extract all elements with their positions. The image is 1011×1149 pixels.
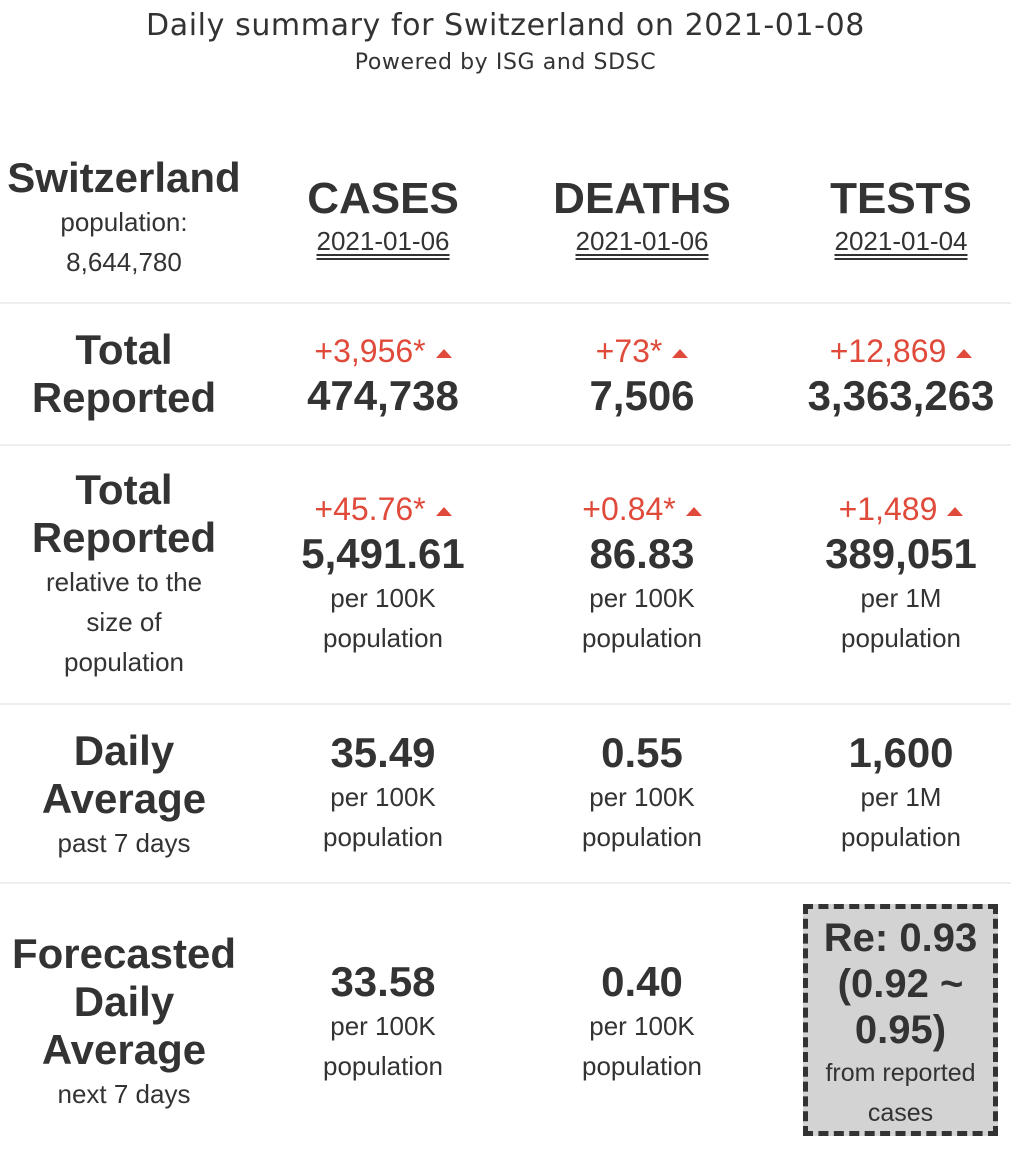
population-value: 8,644,780 [66,247,182,277]
row-divider [0,444,1011,446]
re-interval: 0.95) [854,1008,947,1052]
page-subtitle: Powered by ISG and SDSC [354,50,657,75]
relative-label: Total Reported relative to the size of p… [0,466,248,682]
deaths-title: DEATHS [553,174,731,223]
deaths-header: DEATHS 2021-01-06 [513,174,771,258]
unit-line: per 1M [860,782,942,812]
triangle-up-icon [685,507,702,516]
unit-line: per 100K [589,583,695,613]
forecast-value: 33.58 [330,958,436,1005]
triangle-up-icon [956,349,973,358]
row-label-line: Average [41,1026,207,1073]
row-description: next 7 days [57,1079,191,1109]
total-value: 3,363,263 [807,372,995,419]
total-value: 7,506 [589,372,695,419]
average-value: 0.55 [601,729,683,776]
average-value: 35.49 [330,729,436,776]
deaths-relative-cell: +0.84* 86.83 per 100K population [513,488,771,658]
cases-average-cell: 35.49 per 100K population [253,729,513,857]
deaths-average-cell: 0.55 per 100K population [513,729,771,857]
daily-average-row: Daily Average past 7 days 35.49 per 100K… [0,705,1011,881]
re-source: cases [867,1099,934,1127]
daily-average-label: Daily Average past 7 days [0,727,248,863]
cases-relative-cell: +45.76* 5,491.61 per 100K population [253,488,513,658]
column-header-row: Switzerland population: 8,644,780 CASES … [0,150,1011,300]
tests-total-cell: +12,869 3,363,263 [771,330,1011,420]
row-description: population [64,647,184,677]
population-label: population: [60,207,188,237]
row-label-line: Reported [31,514,217,561]
tests-header: TESTS 2021-01-04 [771,174,1011,258]
relative-value: 389,051 [825,530,977,577]
forecast-row: Forecasted Daily Average next 7 days 33.… [0,884,1011,1149]
unit-line: per 100K [589,782,695,812]
unit-line: population [841,822,961,852]
row-description: size of [86,607,162,637]
row-label-line: Total [75,326,173,373]
total-reported-row: Total Reported +3,956* 474,738 +73* 7,50… [0,304,1011,444]
tests-relative-cell: +1,489 389,051 per 1M population [771,488,1011,658]
unit-line: per 100K [589,1011,695,1041]
row-label-line: Daily [73,727,175,774]
unit-line: population [323,822,443,852]
forecast-label: Forecasted Daily Average next 7 days [0,930,248,1114]
delta-value: +3,956* [253,330,513,372]
relative-value: 5,491.61 [301,530,465,577]
delta-value: +12,869 [771,330,1011,372]
row-divider [0,302,1011,304]
row-divider [0,882,1011,884]
country-name: Switzerland [7,154,241,201]
forecast-value: 0.40 [601,958,683,1005]
row-label-line: Total [75,466,173,513]
cases-header: CASES 2021-01-06 [253,174,513,258]
triangle-up-icon [435,349,452,358]
unit-line: population [323,623,443,653]
tests-date: 2021-01-04 [834,226,968,256]
delta-value: +1,489 [771,488,1011,530]
tests-title: TESTS [830,174,972,223]
deaths-forecast-cell: 0.40 per 100K population [513,958,771,1086]
page-title: Daily summary for Switzerland on 2021-01… [146,8,865,43]
unit-line: population [582,623,702,653]
unit-line: per 100K [330,1011,436,1041]
re-estimate-box: Re: 0.93 (0.92 ~ 0.95) from reported cas… [803,904,998,1136]
triangle-up-icon [435,507,452,516]
cases-forecast-cell: 33.58 per 100K population [253,958,513,1086]
unit-line: per 1M [860,583,942,613]
re-interval: (0.92 ~ [837,962,964,1006]
row-divider [0,703,1011,705]
re-source: from reported [825,1059,976,1087]
unit-line: per 100K [330,583,436,613]
row-label-line: Daily [73,978,175,1025]
unit-line: population [841,623,961,653]
delta-value: +45.76* [253,488,513,530]
triangle-up-icon [947,507,964,516]
row-label-line: Average [41,775,207,822]
total-value: 474,738 [307,372,459,419]
average-value: 1,600 [848,729,954,776]
row-label-line: Forecasted [11,930,237,977]
relative-row: Total Reported relative to the size of p… [0,446,1011,704]
re-value: Re: 0.93 [823,916,978,960]
delta-value: +0.84* [513,488,771,530]
unit-line: per 100K [330,782,436,812]
country-cell: Switzerland population: 8,644,780 [0,154,248,282]
row-description: relative to the [45,567,203,597]
row-description: past 7 days [57,828,191,858]
cases-title: CASES [307,174,459,223]
cases-date: 2021-01-06 [316,226,450,256]
tests-average-cell: 1,600 per 1M population [771,729,1011,857]
triangle-up-icon [672,349,689,358]
relative-value: 86.83 [589,530,695,577]
total-reported-label: Total Reported [0,326,248,422]
cases-total-cell: +3,956* 474,738 [253,330,513,420]
deaths-total-cell: +73* 7,506 [513,330,771,420]
unit-line: population [582,822,702,852]
unit-line: population [582,1051,702,1081]
unit-line: population [323,1051,443,1081]
deaths-date: 2021-01-06 [575,226,709,256]
row-label-line: Reported [31,374,217,421]
delta-value: +73* [513,330,771,372]
